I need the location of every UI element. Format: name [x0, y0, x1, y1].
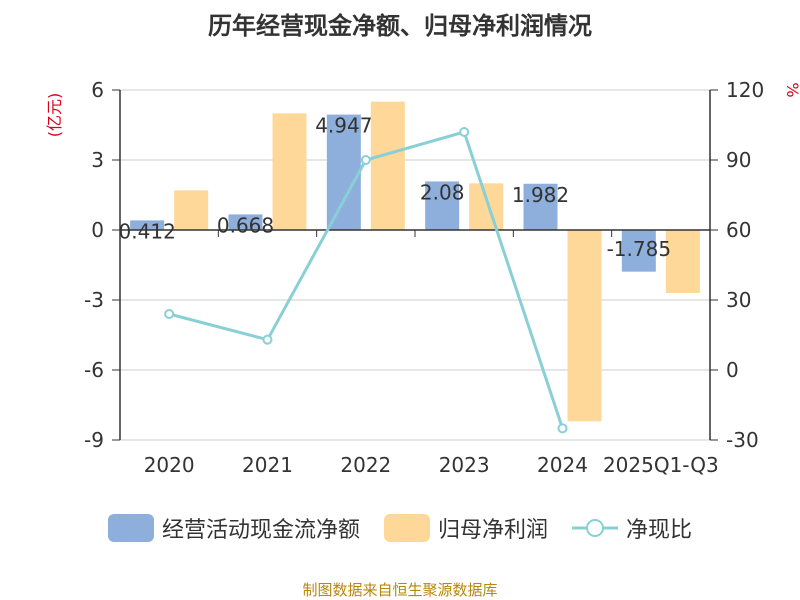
- legend-label-net-profit: 归母净利润: [437, 518, 548, 543]
- right-tick-label: 90: [726, 148, 751, 172]
- data-label-cashflow: -1.785: [607, 237, 671, 261]
- bar-net-profit-2021: [272, 113, 307, 230]
- bar-net-profit-2020: [174, 190, 209, 230]
- left-tick-label: -3: [84, 288, 104, 312]
- right-tick-label: 0: [726, 358, 739, 382]
- line-ratio: [168, 130, 564, 429]
- left-tick-label: 6: [91, 78, 104, 102]
- left-tick-label: -6: [84, 358, 104, 382]
- point-ratio-2024: [557, 423, 568, 434]
- bar-net-profit-2023: [469, 183, 504, 230]
- legend-swatch-ratio: [572, 519, 618, 537]
- legend-item-net-profit[interactable]: 归母净利润: [383, 512, 548, 544]
- left-tick-label: 3: [91, 148, 104, 172]
- left-tick-label: 0: [91, 218, 104, 242]
- legend-label-cashflow: 经营活动现金流净额: [161, 518, 360, 543]
- left-axis-unit: (亿元): [45, 93, 64, 138]
- data-label-cashflow: 0.412: [119, 219, 176, 243]
- point-ratio-2023: [459, 127, 470, 137]
- bar-cashflow-2020: [130, 220, 165, 230]
- category-label: 2021: [242, 453, 293, 477]
- bar-cashflow-2022: [326, 114, 361, 230]
- bar-cashflow-2021: [228, 214, 263, 230]
- right-tick-label: 120: [726, 78, 764, 102]
- category-label: 2024: [537, 453, 588, 477]
- data-label-cashflow: 2.08: [420, 180, 465, 204]
- bar-net-profit-2022: [370, 101, 405, 231]
- legend-swatch-cashflow: [107, 514, 154, 542]
- bar-cashflow-2023: [425, 181, 460, 230]
- right-axis-unit: %: [783, 82, 800, 97]
- category-label: 2025Q1-Q3: [603, 453, 719, 477]
- point-ratio-2020: [164, 309, 175, 319]
- chart-title: 历年经营现金净额、归母净利润情况: [208, 12, 592, 40]
- bar-net-profit-2024: [567, 230, 602, 422]
- data-label-cashflow: 0.668: [217, 213, 274, 237]
- data-label-cashflow: 1.982: [512, 183, 569, 207]
- source-note: 制图数据来自恒生聚源数据库: [302, 581, 498, 599]
- category-label: 2020: [144, 453, 195, 477]
- right-tick-label: 30: [726, 288, 751, 312]
- right-tick-label: 60: [726, 218, 751, 242]
- legend-item-cashflow[interactable]: 经营活动现金流净额: [107, 512, 360, 544]
- category-label: 2022: [340, 453, 391, 477]
- legend-label-ratio: 净现比: [626, 518, 693, 543]
- bar-cashflow-2025Q1-Q3: [621, 230, 656, 272]
- legend-swatch-net-profit: [383, 514, 430, 542]
- bar-cashflow-2024: [523, 183, 558, 230]
- bar-net-profit-2025Q1-Q3: [665, 230, 700, 293]
- point-ratio-2022: [360, 155, 371, 165]
- legend-item-ratio[interactable]: 净现比: [572, 512, 692, 544]
- right-tick-label: -30: [726, 428, 759, 452]
- data-label-cashflow: 4.947: [315, 114, 372, 138]
- legend: 经营活动现金流净额 归母净利润 净现比: [0, 512, 800, 544]
- left-tick-label: -9: [84, 428, 104, 452]
- point-ratio-2021: [262, 334, 273, 345]
- category-label: 2023: [439, 453, 490, 477]
